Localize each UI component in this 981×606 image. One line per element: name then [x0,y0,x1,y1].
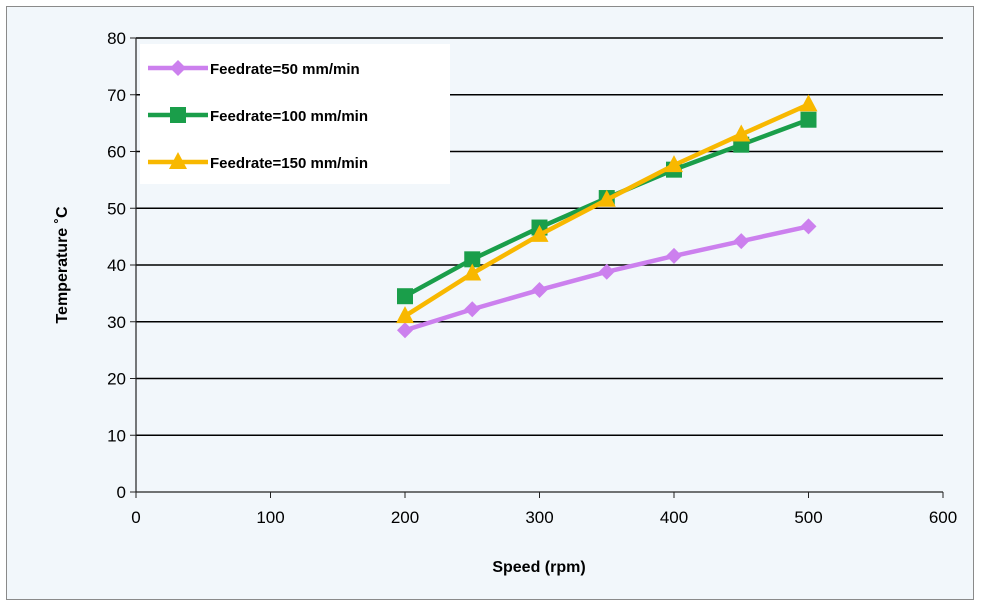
data-point [666,247,682,264]
x-tick-label: 200 [391,508,419,527]
x-axis-title: Speed (rpm) [492,559,585,576]
data-point [598,263,615,280]
legend: Feedrate=50 mm/min Feedrate=100 mm/min Fee… [140,44,450,184]
y-tick-label: 80 [107,29,126,48]
x-tick-label: 300 [525,508,553,527]
data-point [464,251,481,268]
x-tick-label: 100 [256,508,284,527]
data-point [597,189,616,207]
data-point [732,124,751,142]
y-tick-label: 30 [107,313,126,332]
x-tick-label: 500 [794,508,822,527]
data-point [463,263,482,281]
data-point [531,281,548,298]
axes [135,38,943,493]
legend-item: Feedrate=50 mm/min [148,60,360,78]
x-tick-label: 600 [929,508,957,527]
x-tick-label: 400 [660,508,688,527]
data-point [530,224,549,242]
y-tick-labels: 0 10 20 30 40 50 60 70 80 [107,29,126,502]
y-axis-title: Temperature ˚C [54,206,71,324]
legend-label: Feedrate=50 mm/min [210,61,360,78]
legend-marker [170,107,186,123]
y-tick-label: 20 [107,370,126,389]
data-point [665,155,683,173]
y-tick-label: 0 [117,483,126,502]
legend-label: Feedrate=150 mm/min [210,155,368,172]
y-tick-label: 60 [107,143,126,162]
y-tick-label: 70 [107,86,126,105]
series-line [403,102,810,318]
x-tick-labels: 0 100 200 300 400 500 600 [131,508,957,527]
series [396,94,818,339]
legend-item: Feedrate=100 mm/min [148,107,368,125]
data-point [800,218,817,235]
legend-label: Feedrate=100 mm/min [210,108,368,125]
x-tick-label: 0 [131,508,140,527]
series-1 [397,218,817,339]
y-tick-label: 40 [107,256,126,275]
data-point [397,322,413,339]
y-tick-label: 50 [107,199,126,218]
y-tick-label: 10 [107,426,126,445]
series-3 [396,94,818,324]
legend-marker [170,60,186,76]
data-point [464,301,481,318]
data-point [396,306,414,324]
data-point [800,111,817,128]
data-point [733,233,750,250]
data-point [799,94,818,112]
legend-item: Feedrate=150 mm/min [148,152,368,172]
legend-marker [169,152,187,169]
data-point [397,288,413,305]
